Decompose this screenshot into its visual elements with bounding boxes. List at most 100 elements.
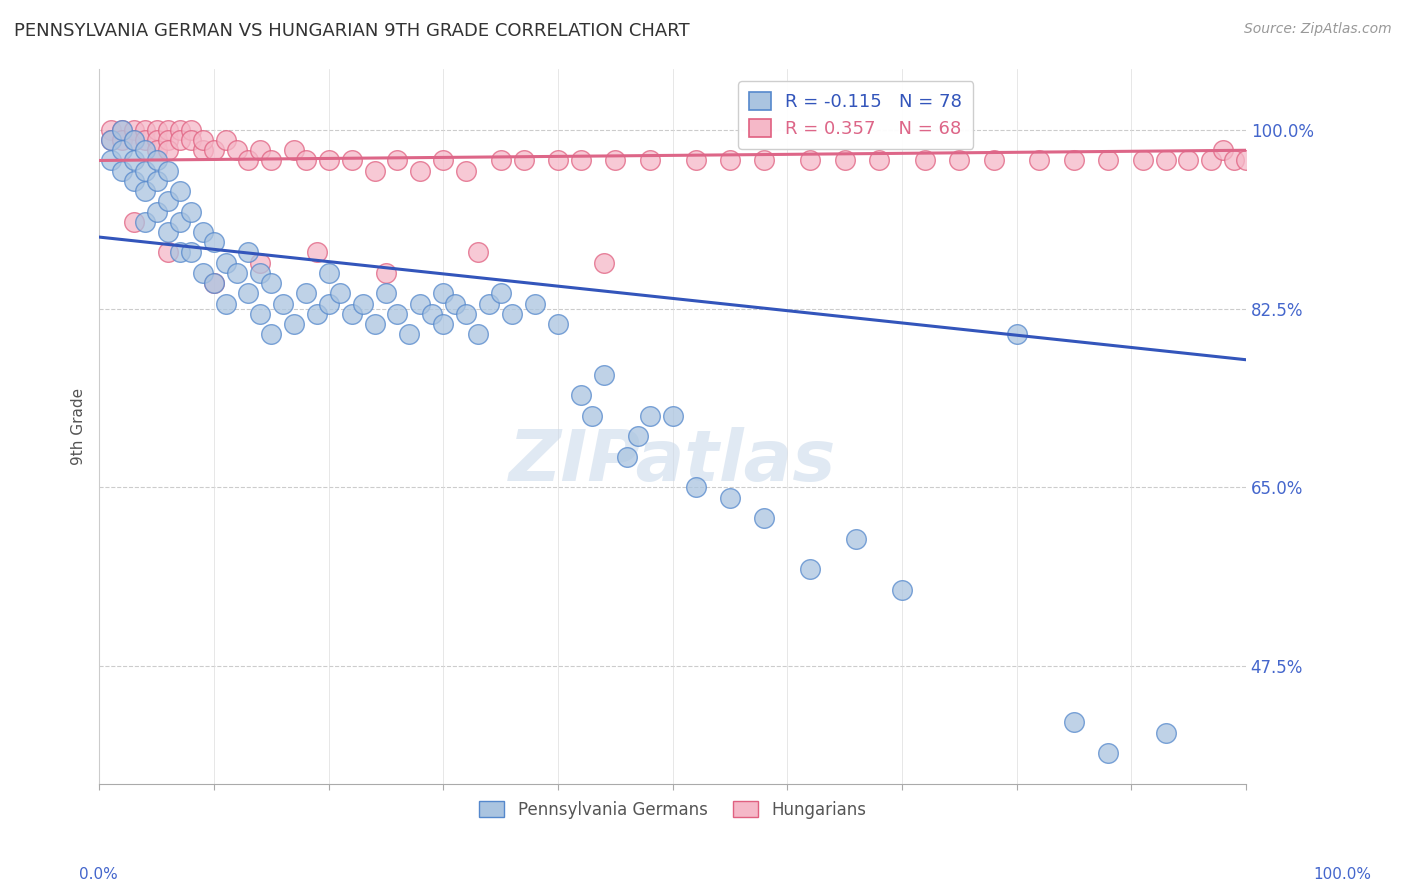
Point: [1132, 153, 1154, 168]
Point: [157, 123, 180, 137]
Point: [134, 163, 156, 178]
Point: [169, 123, 191, 137]
Point: [134, 184, 156, 198]
Point: [180, 245, 202, 260]
Point: [868, 153, 890, 168]
Point: [202, 276, 225, 290]
Point: [1063, 715, 1085, 730]
Point: [329, 286, 352, 301]
Point: [249, 266, 271, 280]
Point: [1063, 153, 1085, 168]
Point: [456, 307, 478, 321]
Point: [432, 286, 454, 301]
Point: [375, 266, 398, 280]
Point: [948, 153, 970, 168]
Point: [605, 153, 627, 168]
Text: 0.0%: 0.0%: [79, 867, 118, 882]
Point: [191, 225, 214, 239]
Point: [100, 123, 122, 137]
Point: [363, 317, 385, 331]
Point: [983, 153, 1005, 168]
Point: [122, 133, 145, 147]
Point: [169, 184, 191, 198]
Point: [249, 307, 271, 321]
Point: [238, 153, 260, 168]
Point: [134, 123, 156, 137]
Point: [592, 255, 614, 269]
Point: [111, 123, 134, 137]
Point: [100, 133, 122, 147]
Point: [512, 153, 534, 168]
Point: [169, 245, 191, 260]
Point: [799, 153, 821, 168]
Point: [1097, 746, 1119, 760]
Point: [145, 153, 167, 168]
Point: [307, 307, 329, 321]
Point: [157, 225, 180, 239]
Point: [271, 296, 294, 310]
Point: [145, 143, 167, 157]
Point: [214, 255, 236, 269]
Text: ZIPatlas: ZIPatlas: [509, 427, 837, 496]
Point: [111, 143, 134, 157]
Point: [249, 255, 271, 269]
Point: [180, 123, 202, 137]
Point: [191, 133, 214, 147]
Point: [467, 245, 489, 260]
Point: [1154, 725, 1177, 739]
Point: [1223, 153, 1246, 168]
Point: [443, 296, 465, 310]
Point: [157, 143, 180, 157]
Point: [685, 153, 707, 168]
Point: [569, 153, 592, 168]
Point: [145, 123, 167, 137]
Point: [145, 133, 167, 147]
Point: [1177, 153, 1199, 168]
Point: [718, 491, 741, 505]
Point: [122, 123, 145, 137]
Point: [456, 163, 478, 178]
Point: [214, 133, 236, 147]
Point: [169, 133, 191, 147]
Point: [890, 582, 912, 597]
Point: [111, 123, 134, 137]
Point: [581, 409, 603, 423]
Point: [169, 215, 191, 229]
Point: [547, 317, 569, 331]
Point: [134, 143, 156, 157]
Point: [157, 194, 180, 209]
Point: [249, 143, 271, 157]
Text: Source: ZipAtlas.com: Source: ZipAtlas.com: [1244, 22, 1392, 37]
Point: [754, 511, 776, 525]
Point: [432, 153, 454, 168]
Point: [283, 317, 305, 331]
Point: [202, 276, 225, 290]
Point: [100, 133, 122, 147]
Point: [111, 133, 134, 147]
Point: [1097, 153, 1119, 168]
Point: [409, 296, 432, 310]
Point: [340, 153, 363, 168]
Point: [489, 153, 512, 168]
Point: [478, 296, 501, 310]
Point: [180, 133, 202, 147]
Point: [122, 215, 145, 229]
Point: [363, 163, 385, 178]
Point: [202, 235, 225, 250]
Point: [638, 153, 661, 168]
Point: [294, 286, 316, 301]
Point: [145, 174, 167, 188]
Point: [718, 153, 741, 168]
Point: [157, 133, 180, 147]
Point: [1201, 153, 1223, 168]
Point: [398, 327, 420, 342]
Point: [238, 245, 260, 260]
Point: [294, 153, 316, 168]
Point: [1234, 153, 1257, 168]
Point: [409, 163, 432, 178]
Point: [157, 163, 180, 178]
Point: [111, 163, 134, 178]
Point: [1212, 143, 1234, 157]
Point: [352, 296, 374, 310]
Point: [226, 266, 249, 280]
